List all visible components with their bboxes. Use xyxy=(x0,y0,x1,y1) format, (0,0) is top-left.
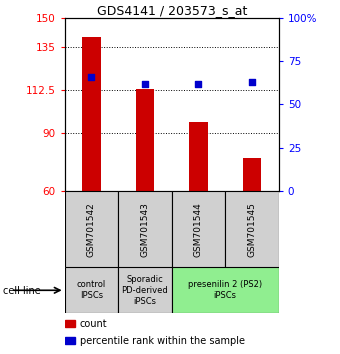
Text: count: count xyxy=(80,319,107,329)
Bar xyxy=(225,191,279,267)
Text: Sporadic
PD-derived
iPSCs: Sporadic PD-derived iPSCs xyxy=(121,275,168,306)
Point xyxy=(89,74,94,80)
Text: cell line: cell line xyxy=(3,286,41,296)
Bar xyxy=(65,191,118,267)
Bar xyxy=(65,320,75,327)
Text: presenilin 2 (PS2)
iPSCs: presenilin 2 (PS2) iPSCs xyxy=(188,280,262,300)
Point xyxy=(249,79,255,85)
Text: GSM701544: GSM701544 xyxy=(194,202,203,257)
Bar xyxy=(118,191,172,267)
Bar xyxy=(65,267,118,313)
Bar xyxy=(189,122,208,191)
Text: percentile rank within the sample: percentile rank within the sample xyxy=(80,336,244,346)
Title: GDS4141 / 203573_s_at: GDS4141 / 203573_s_at xyxy=(97,4,247,17)
Text: GSM701543: GSM701543 xyxy=(140,202,149,257)
Bar xyxy=(172,267,279,313)
Bar xyxy=(118,267,172,313)
Bar xyxy=(136,89,154,191)
Bar xyxy=(65,337,75,344)
Point xyxy=(142,81,148,86)
Text: GSM701545: GSM701545 xyxy=(248,202,256,257)
Point xyxy=(196,81,201,86)
Text: GSM701542: GSM701542 xyxy=(87,202,96,257)
Bar xyxy=(82,37,101,191)
Text: control
IPSCs: control IPSCs xyxy=(77,280,106,300)
Bar xyxy=(172,191,225,267)
Bar xyxy=(243,158,261,191)
